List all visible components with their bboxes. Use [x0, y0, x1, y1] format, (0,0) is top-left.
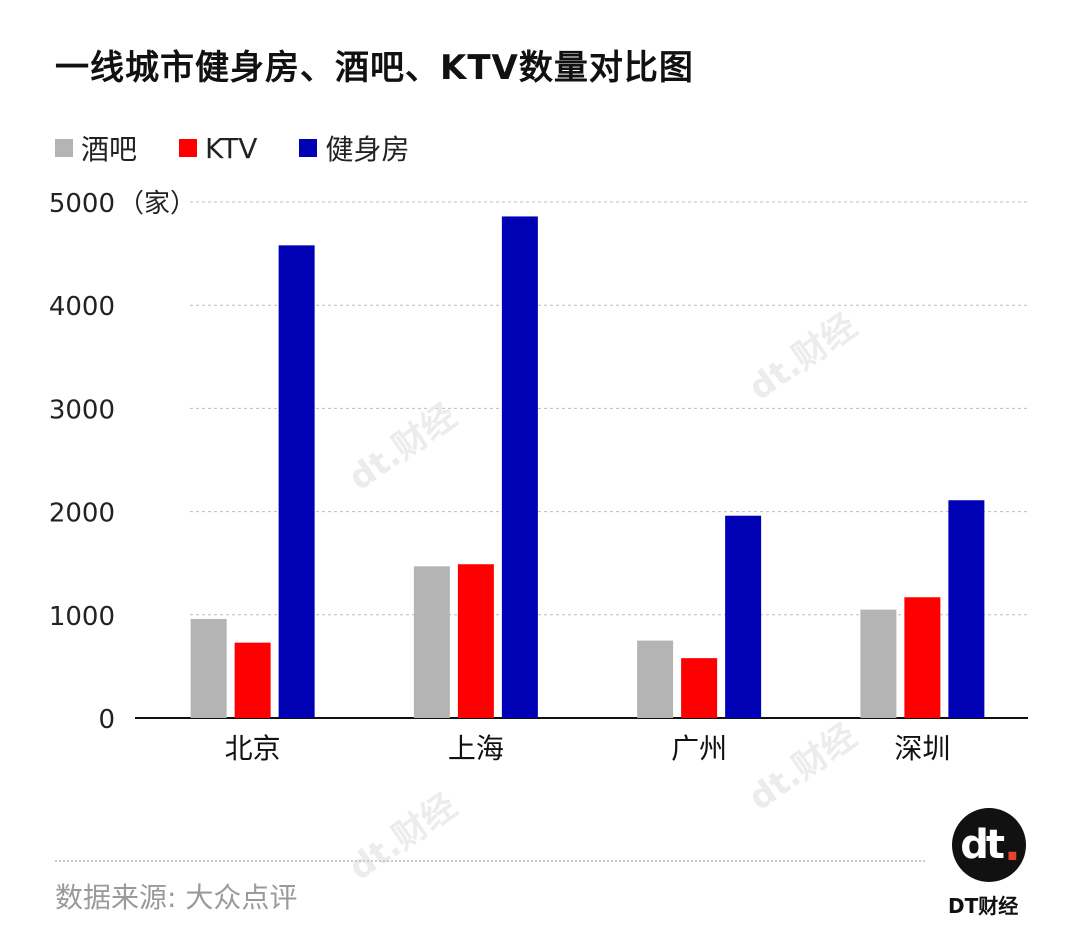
brand-logo: dt. — [952, 808, 1026, 882]
y-axis-unit-label: （家） — [118, 189, 196, 219]
bar — [725, 515, 762, 718]
bar — [413, 566, 450, 718]
x-tick-label: 广州 — [671, 732, 727, 765]
y-tick-label: 4000 — [49, 292, 115, 322]
y-tick-label: 3000 — [49, 395, 115, 425]
legend-label-gym: 健身房 — [325, 133, 410, 166]
legend-item-bar: 酒吧 — [55, 128, 137, 168]
brand-logo-dot: . — [1004, 819, 1021, 871]
bar — [234, 642, 271, 718]
bar — [637, 640, 674, 718]
source-note: 数据来源: 大众点评 — [55, 881, 298, 914]
x-tick-label: 北京 — [225, 732, 281, 765]
legend-item-gym: 健身房 — [299, 128, 409, 168]
bar — [501, 216, 538, 718]
y-tick-label: 2000 — [49, 499, 115, 529]
footer-divider — [55, 860, 925, 862]
y-tick-label: 5000 — [49, 189, 115, 219]
bar — [948, 500, 985, 718]
y-tick-label: 0 — [98, 705, 115, 735]
bar — [278, 245, 315, 718]
bar — [190, 618, 227, 718]
legend-label-ktv: KTV — [205, 131, 258, 165]
legend-swatch-ktv — [179, 139, 198, 157]
bar — [457, 564, 494, 718]
x-tick-label: 上海 — [448, 732, 504, 765]
brand-name: DT财经 — [948, 894, 1019, 918]
legend: 酒吧 KTV 健身房 — [55, 128, 451, 168]
brand-logo-text: dt — [960, 822, 1005, 868]
legend-item-ktv: KTV — [179, 132, 257, 165]
bar — [860, 609, 897, 718]
bar — [681, 658, 718, 718]
y-tick-label: 1000 — [49, 602, 115, 632]
bar — [904, 597, 941, 718]
chart-title: 一线城市健身房、酒吧、KTV数量对比图 — [55, 48, 694, 88]
x-tick-label: 深圳 — [894, 732, 950, 765]
legend-label-bar: 酒吧 — [81, 133, 138, 166]
legend-swatch-bar — [55, 139, 73, 157]
legend-swatch-gym — [299, 139, 318, 157]
